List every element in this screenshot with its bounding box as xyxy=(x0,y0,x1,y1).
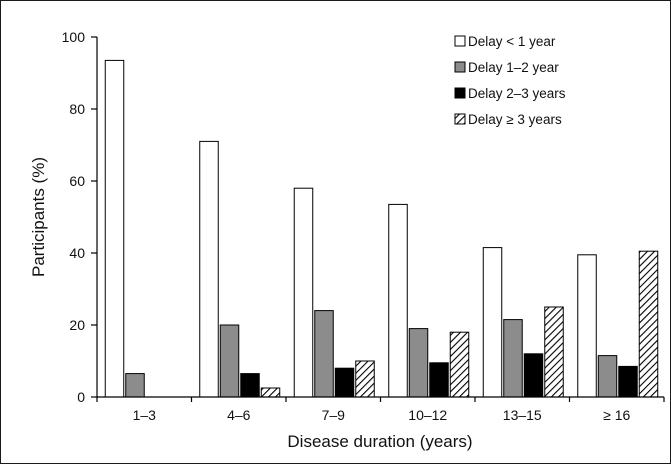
y-tick-label: 100 xyxy=(62,29,86,45)
bar xyxy=(388,203,408,398)
bar xyxy=(199,140,219,398)
x-tick-label: 13–15 xyxy=(503,407,542,423)
legend-swatch xyxy=(454,35,466,47)
y-tick-label: 20 xyxy=(69,317,85,333)
bar xyxy=(260,387,281,398)
legend: Delay < 1 year Delay 1–2 year Delay 2–3 ye… xyxy=(454,34,566,127)
y-tick-label: 80 xyxy=(69,101,85,117)
bar xyxy=(638,250,659,398)
legend-swatch xyxy=(454,87,466,99)
axes: 0 20 40 60 80 100 1–3 4–6 7–9 10–12 13–15 ≥ 16 xyxy=(62,29,665,423)
x-tick-label: 1–3 xyxy=(133,407,157,423)
bar xyxy=(577,254,597,398)
bar xyxy=(314,310,334,398)
bar xyxy=(544,306,564,398)
bar xyxy=(104,59,125,398)
bar xyxy=(618,365,638,398)
bar xyxy=(482,247,503,398)
x-tick-label: 7–9 xyxy=(322,407,346,423)
legend-swatch xyxy=(454,113,466,125)
legend-label: Delay 1–2 year xyxy=(468,60,559,75)
bar xyxy=(219,324,240,398)
bar xyxy=(355,360,375,398)
bar xyxy=(597,355,618,398)
bar xyxy=(240,373,260,398)
legend-label: Delay ≥ 3 years xyxy=(468,112,562,127)
y-tick-label: 0 xyxy=(77,389,85,405)
y-tick-label: 40 xyxy=(69,245,85,261)
bar xyxy=(503,319,523,398)
bars xyxy=(104,59,659,398)
x-tick-label: ≥ 16 xyxy=(603,407,630,423)
bar xyxy=(449,331,470,398)
bar xyxy=(408,328,429,398)
bar xyxy=(125,373,145,398)
bar xyxy=(334,367,355,398)
legend-label: Delay < 1 year xyxy=(468,34,556,49)
x-tick-label: 10–12 xyxy=(408,407,447,423)
x-axis-title: Disease duration (years) xyxy=(287,432,472,451)
legend-swatch xyxy=(454,61,466,73)
bar xyxy=(293,187,314,398)
y-tick-label: 60 xyxy=(69,173,85,189)
bar xyxy=(429,362,449,398)
y-axis-title: Participants (%) xyxy=(29,157,48,277)
x-tick-label: 4–6 xyxy=(227,407,251,423)
bar xyxy=(523,353,544,398)
legend-label: Delay 2–3 years xyxy=(468,86,566,101)
